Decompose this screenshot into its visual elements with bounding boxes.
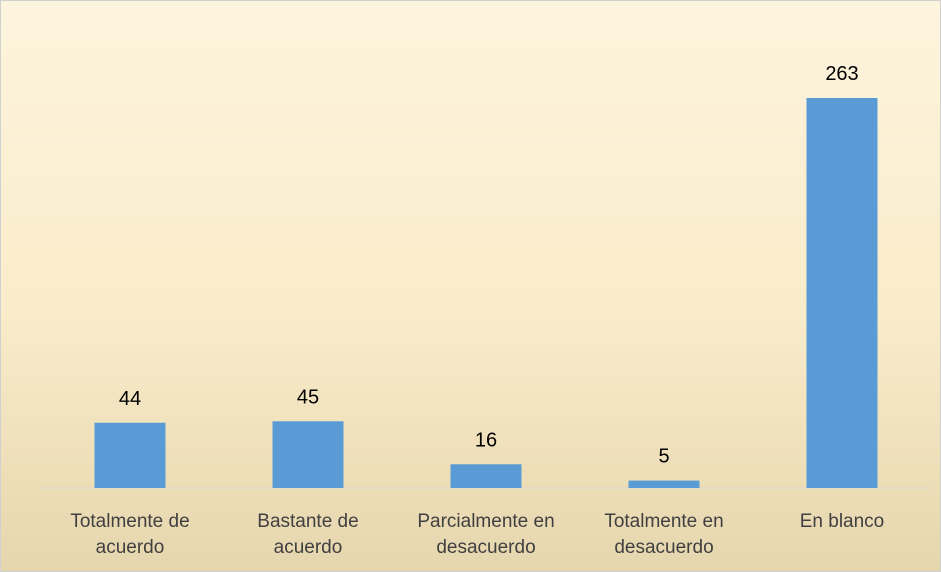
x-tick-label: Totalmente en desacuerdo: [604, 511, 724, 558]
bar: [272, 421, 344, 488]
bar: [628, 480, 700, 488]
x-tick-label: Bastante de acuerdo: [257, 511, 359, 558]
bar: [94, 422, 166, 488]
bar: [450, 464, 522, 488]
bar: [806, 98, 878, 488]
x-tick-label: Totalmente de acuerdo: [70, 511, 190, 558]
data-label: 5: [658, 446, 669, 468]
data-label: 44: [119, 388, 141, 410]
data-label: 263: [825, 63, 858, 85]
x-tick-label: En blanco: [799, 511, 885, 532]
data-label: 45: [297, 386, 319, 408]
data-label: 16: [475, 429, 497, 451]
x-tick-label: Parcialmente en desacuerdo: [417, 511, 555, 558]
